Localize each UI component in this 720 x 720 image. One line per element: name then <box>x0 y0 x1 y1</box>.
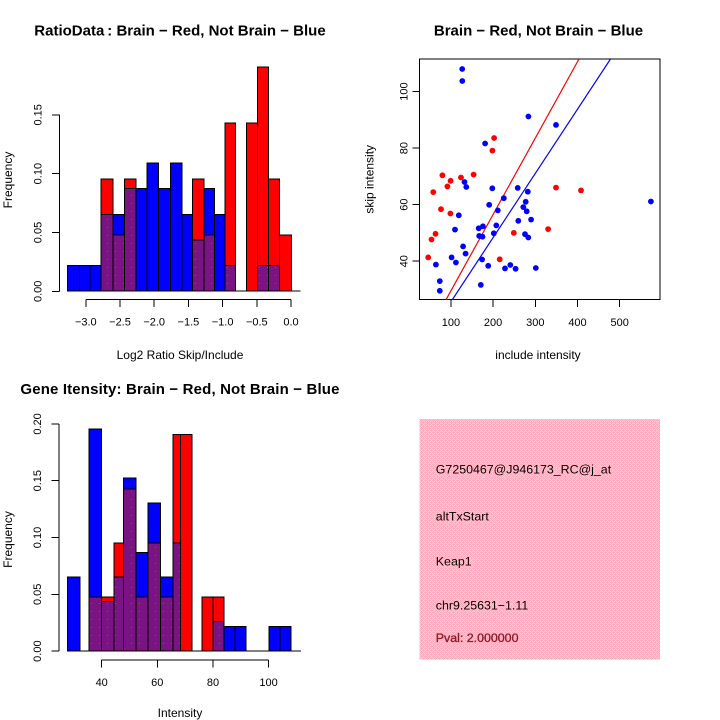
svg-text:60: 60 <box>151 677 163 689</box>
svg-text:0.00: 0.00 <box>32 640 44 661</box>
svg-text:Pval: 2.000000: Pval: 2.000000 <box>436 631 519 645</box>
svg-text:Intensity: Intensity <box>158 706 203 720</box>
svg-text:−1.5: −1.5 <box>178 317 200 329</box>
svg-text:0.20: 0.20 <box>32 413 44 434</box>
svg-text:Gene Itensity: Brain − Red, No: Gene Itensity: Brain − Red, Not Brain − … <box>20 381 339 398</box>
svg-text:0.05: 0.05 <box>32 584 44 605</box>
svg-text:Log2 Ratio Skip/Include: Log2 Ratio Skip/Include <box>117 348 244 362</box>
svg-text:100: 100 <box>259 677 277 689</box>
svg-text:400: 400 <box>568 317 586 329</box>
svg-text:Frequency: Frequency <box>1 511 15 568</box>
svg-text:Keap1: Keap1 <box>436 554 472 568</box>
svg-text:skip intensity: skip intensity <box>362 145 376 214</box>
svg-text:−1.0: −1.0 <box>212 317 234 329</box>
svg-text:0.10: 0.10 <box>32 527 44 548</box>
svg-text:0.00: 0.00 <box>33 281 45 302</box>
svg-text:Frequency: Frequency <box>1 152 15 209</box>
svg-text:−3.0: −3.0 <box>75 317 97 329</box>
svg-text:0.0: 0.0 <box>283 317 298 329</box>
svg-text:G7250467@J946173_RC@j_at: G7250467@J946173_RC@j_at <box>436 463 612 477</box>
svg-text:100: 100 <box>399 82 411 100</box>
svg-text:altTxStart: altTxStart <box>436 510 490 524</box>
svg-text:0.05: 0.05 <box>33 222 45 243</box>
svg-text:40: 40 <box>96 677 108 689</box>
svg-text:RatioData : Brain − Red, Not B: RatioData : Brain − Red, Not Brain − Blu… <box>34 23 325 40</box>
svg-text:80: 80 <box>399 142 411 154</box>
svg-text:Brain − Red, Not Brain − Blue: Brain − Red, Not Brain − Blue <box>434 23 643 40</box>
svg-text:500: 500 <box>611 317 629 329</box>
svg-text:−2.0: −2.0 <box>143 317 165 329</box>
svg-text:−0.5: −0.5 <box>246 317 268 329</box>
svg-text:40: 40 <box>399 255 411 267</box>
svg-text:0.15: 0.15 <box>32 470 44 491</box>
svg-text:300: 300 <box>526 317 544 329</box>
svg-text:80: 80 <box>207 677 219 689</box>
svg-text:60: 60 <box>399 198 411 210</box>
svg-text:0.10: 0.10 <box>33 163 45 184</box>
svg-text:0.15: 0.15 <box>33 104 45 125</box>
svg-text:100: 100 <box>442 317 460 329</box>
svg-text:200: 200 <box>484 317 502 329</box>
svg-text:−2.5: −2.5 <box>109 317 131 329</box>
svg-text:chr9.25631−1.11: chr9.25631−1.11 <box>436 599 529 613</box>
svg-text:include intensity: include intensity <box>495 348 580 362</box>
